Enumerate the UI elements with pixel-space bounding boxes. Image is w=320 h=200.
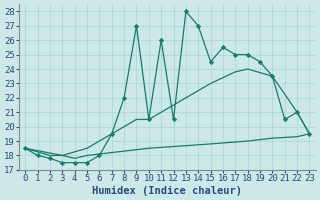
X-axis label: Humidex (Indice chaleur): Humidex (Indice chaleur) [92,186,242,196]
